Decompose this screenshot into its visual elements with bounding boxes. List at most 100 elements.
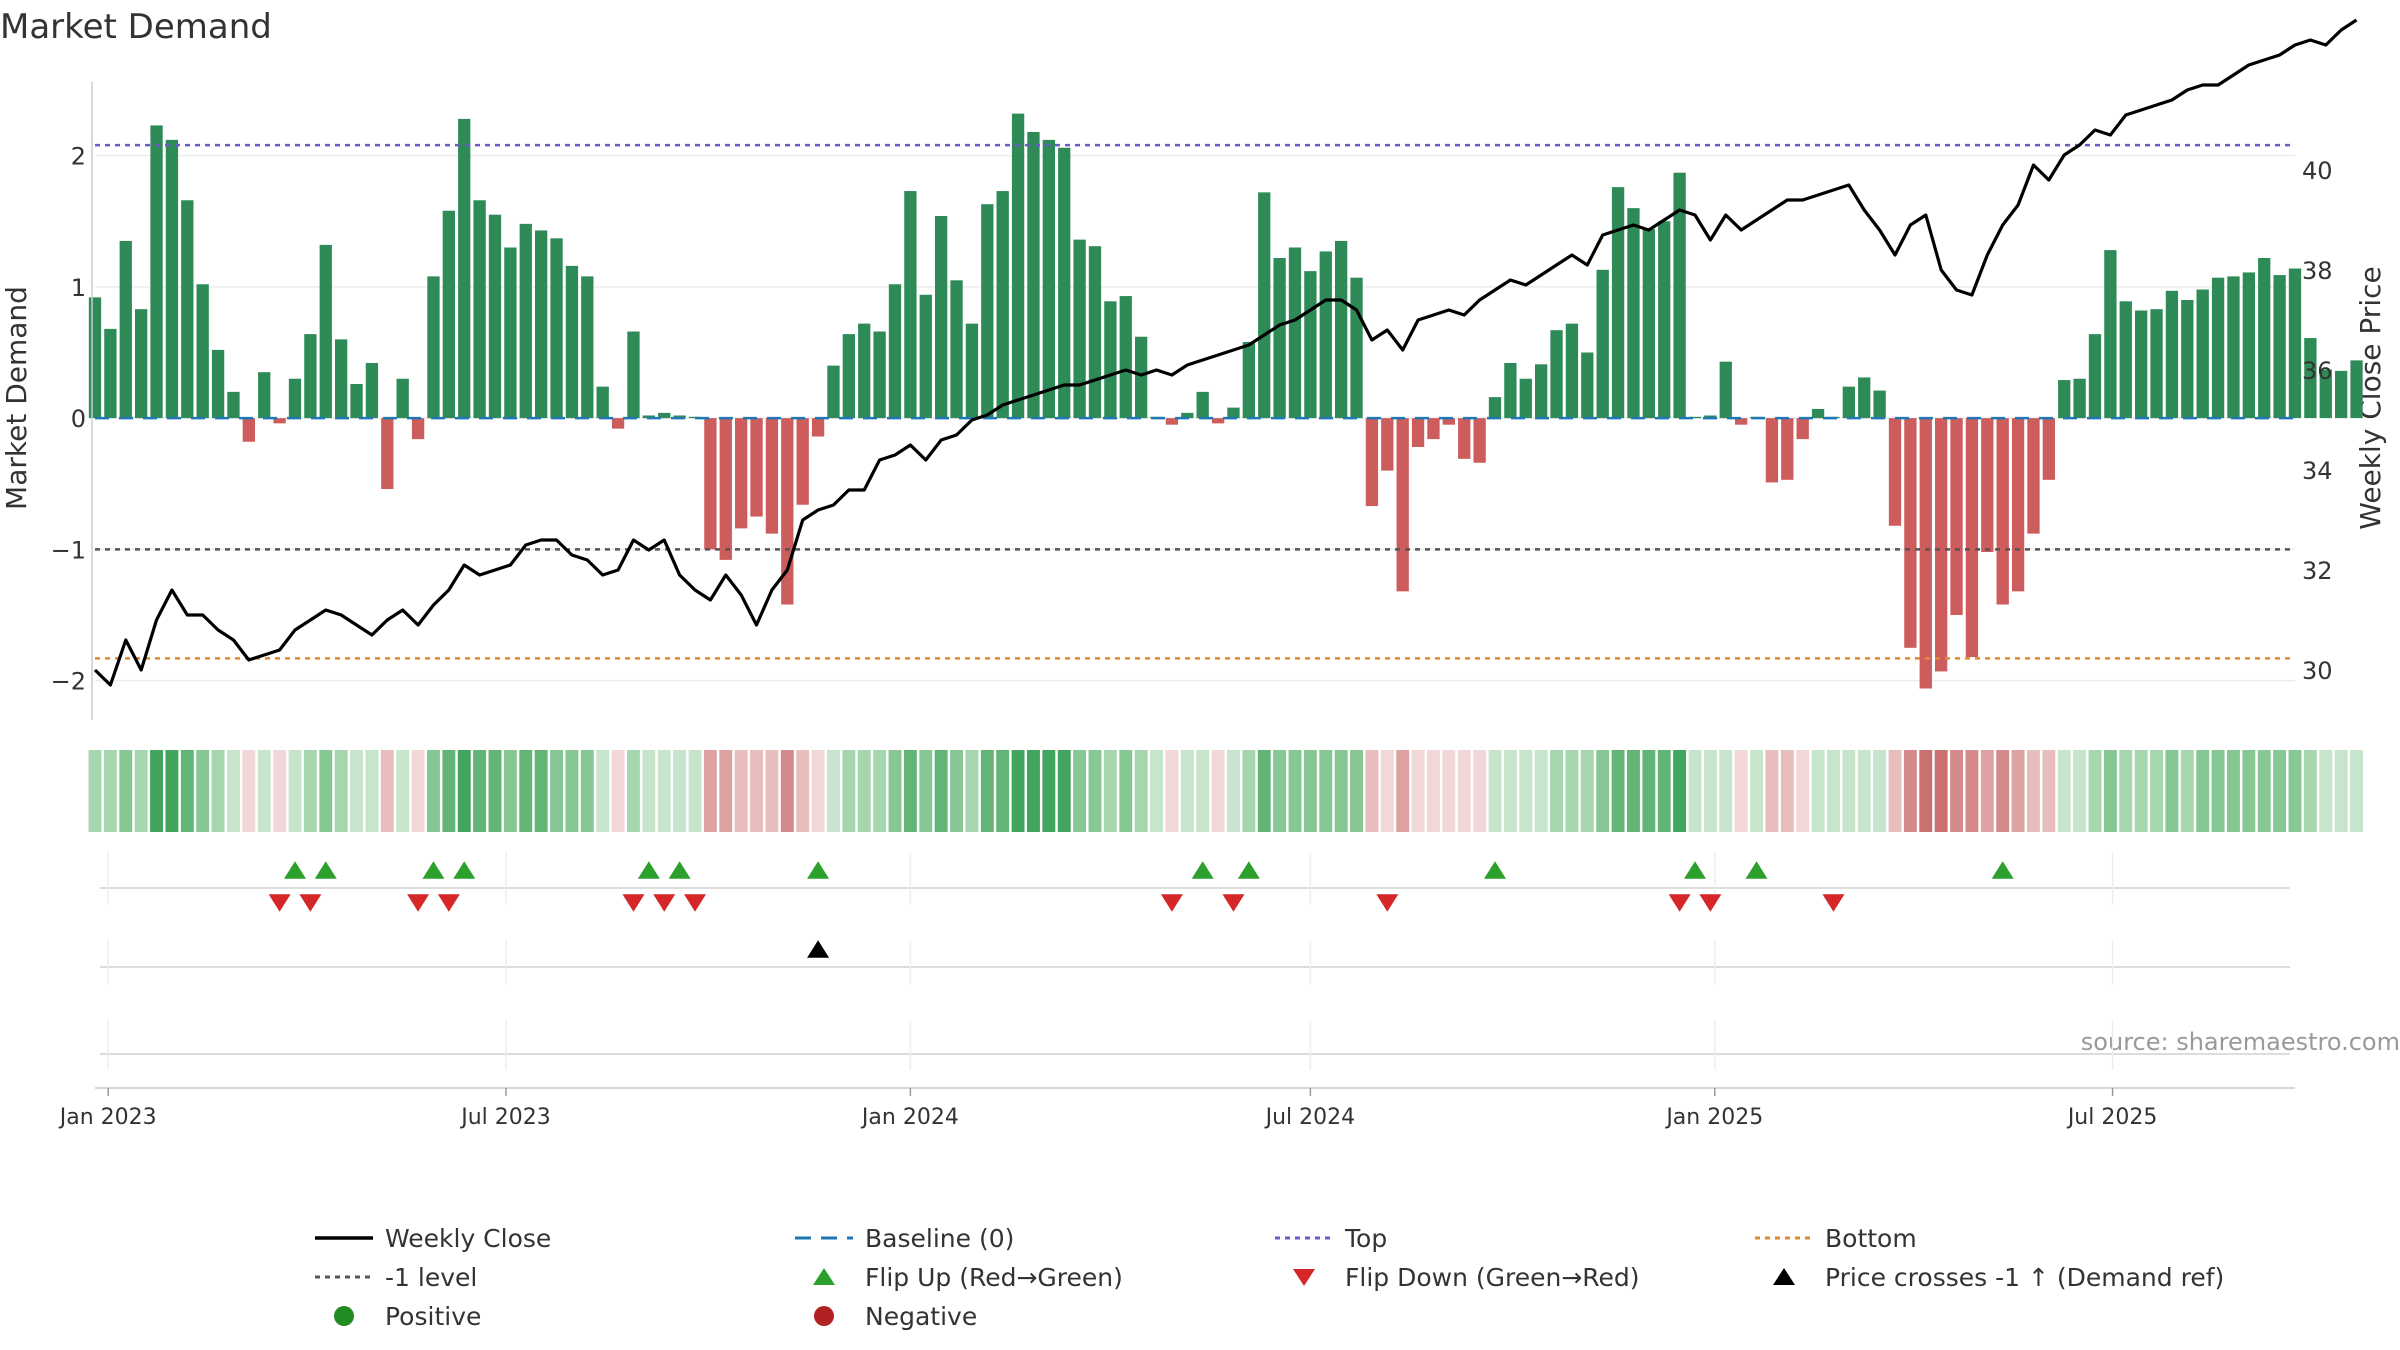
heat-cell <box>1934 750 1948 832</box>
heat-cell <box>1103 750 1117 832</box>
heat-cell <box>473 750 487 832</box>
demand-bar <box>842 334 855 419</box>
demand-bar <box>1058 147 1071 419</box>
heat-cell <box>242 750 256 832</box>
demand-bar <box>1735 418 1748 425</box>
heat-cell <box>2119 750 2133 832</box>
heat-cell <box>1134 750 1148 832</box>
demand-bar <box>1965 418 1979 657</box>
heat-cell <box>703 750 717 832</box>
demand-bar <box>2011 418 2025 592</box>
heat-cell <box>2196 750 2210 832</box>
demand-bar <box>1642 229 1655 419</box>
demand-bar <box>1981 418 1994 552</box>
heat-cell <box>1980 750 1994 832</box>
demand-bar <box>2181 300 2194 419</box>
heat-cell <box>1503 750 1517 832</box>
price-cross-marker <box>807 940 830 958</box>
flip-up-marker <box>314 861 337 879</box>
heat-cell <box>1427 750 1440 832</box>
demand-bar <box>1919 418 1932 689</box>
demand-bar <box>1181 412 1194 419</box>
heat-cell <box>1596 750 1610 832</box>
demand-bar <box>2073 378 2086 419</box>
heat-cell <box>811 750 825 832</box>
heat-cell <box>1042 750 1056 832</box>
heat-cell <box>1719 750 1733 832</box>
demand-bar <box>642 415 655 419</box>
heat-cell <box>503 750 517 832</box>
demand-bar <box>1319 251 1332 419</box>
demand-bars <box>88 113 2363 689</box>
demand-bar <box>1765 418 1779 483</box>
heat-cell <box>688 750 702 832</box>
demand-bar <box>535 230 548 419</box>
demand-bar <box>1242 342 1255 419</box>
demand-bar <box>1796 418 1809 440</box>
demand-bar <box>1873 390 1886 419</box>
heat-cell <box>2073 750 2087 832</box>
heat-cell <box>1165 750 1179 832</box>
heat-cell <box>780 750 794 832</box>
flip-up-marker <box>1991 861 2014 879</box>
heat-cell <box>396 750 410 832</box>
demand-bar <box>2119 301 2132 419</box>
demand-bar <box>888 284 902 419</box>
heat-cell <box>765 750 779 832</box>
demand-bar <box>519 223 532 419</box>
heat-cell <box>350 750 363 832</box>
heat-cell <box>442 750 456 832</box>
flip-down-marker <box>1376 894 1399 912</box>
demand-bar <box>2165 290 2179 419</box>
demand-bar <box>1811 408 1825 419</box>
flip-down-marker <box>268 894 291 912</box>
flip-up-marker <box>1684 861 1706 879</box>
heat-cell <box>1273 750 1287 832</box>
heat-cell <box>965 750 979 832</box>
demand-bar <box>873 331 886 419</box>
heat-cell <box>288 750 302 832</box>
heat-cell <box>1365 750 1379 832</box>
heat-cell <box>180 750 194 832</box>
flip-up-marker <box>1237 861 1260 879</box>
heat-cell <box>1750 750 1763 832</box>
demand-bar <box>1381 418 1394 471</box>
flip-up-marker <box>637 861 660 879</box>
flip-up-marker <box>1745 861 1768 879</box>
heat-cell <box>119 750 133 832</box>
demand-bar <box>1550 330 1563 419</box>
flip-down-marker <box>299 894 322 912</box>
demand-bar <box>150 125 163 419</box>
heat-cell <box>365 750 379 832</box>
heat-cell <box>2150 750 2163 832</box>
demand-bar <box>2211 277 2225 419</box>
demand-bar <box>811 418 825 437</box>
heat-cell <box>565 750 579 832</box>
left-tick-label: 2 <box>71 143 86 171</box>
demand-bar <box>1858 377 1871 419</box>
demand-bar <box>1950 418 1963 615</box>
demand-bar <box>119 240 132 419</box>
demand-bar <box>858 323 871 419</box>
demand-bar <box>904 191 917 419</box>
heat-cell <box>1857 750 1871 832</box>
heat-cell <box>1396 750 1410 832</box>
heat-cell <box>796 750 810 832</box>
flip-down-marker <box>437 894 460 912</box>
heat-cell <box>211 750 225 832</box>
demand-bar <box>765 418 779 534</box>
x-tick-label: Jul 2024 <box>1264 1105 1356 1130</box>
heat-cell <box>580 750 594 832</box>
heat-cell <box>934 750 948 832</box>
heat-cell <box>1088 750 1102 832</box>
demand-bar <box>1011 113 1025 419</box>
heat-cell <box>611 750 625 832</box>
heat-cell <box>827 750 840 832</box>
heat-cell <box>1734 750 1748 832</box>
heat-cell <box>1888 750 1902 832</box>
demand-bar <box>935 216 948 419</box>
heat-cell <box>1288 750 1302 832</box>
demand-bar <box>1273 258 1286 419</box>
demand-bar <box>1519 378 1532 419</box>
demand-bar <box>627 331 640 419</box>
